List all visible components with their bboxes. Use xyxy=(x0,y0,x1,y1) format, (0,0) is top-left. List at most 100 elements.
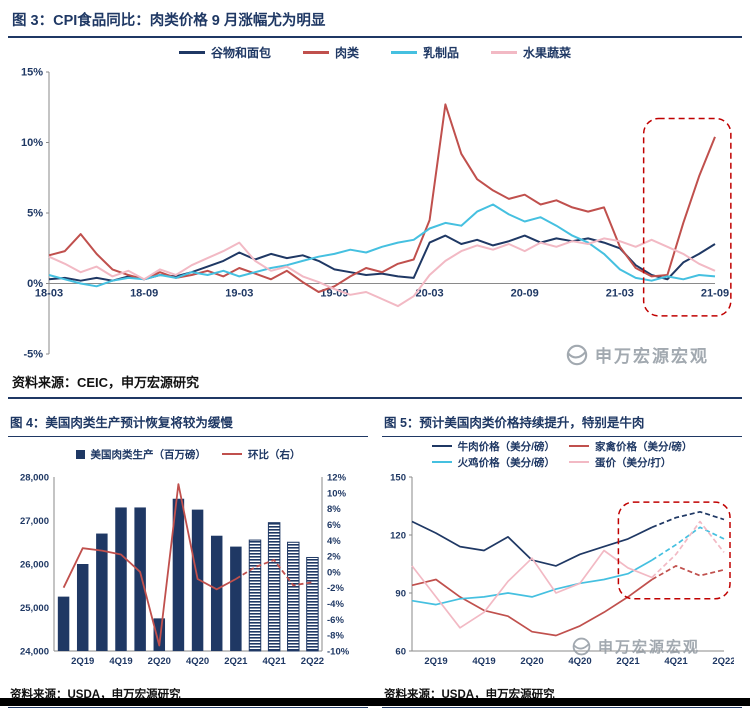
svg-text:4Q19: 4Q19 xyxy=(109,656,132,667)
svg-text:-8%: -8% xyxy=(327,631,344,642)
legend-label-qoq: 环比（右） xyxy=(248,448,301,461)
figure5-title: 图 5：预计美国肉类价格持续提升，特别是牛肉 xyxy=(384,416,645,430)
svg-text:0%: 0% xyxy=(27,278,43,290)
svg-text:2Q21: 2Q21 xyxy=(616,656,640,667)
legend-item-qoq: 环比（右） xyxy=(222,447,301,462)
sws-watermark: 申万宏源宏观 xyxy=(566,342,709,367)
legend-label-turkey: 火鸡价格（美分/磅） xyxy=(457,456,555,469)
svg-text:-4%: -4% xyxy=(327,599,344,610)
figure3-section: 图 3：CPI食品同比：肉类价格 9 月涨幅尤为明显 谷物和面包 肉类 乳制品 … xyxy=(0,13,750,399)
egg-line-marker-icon xyxy=(569,460,589,464)
qoq-line-marker-icon xyxy=(222,452,242,456)
legend-label-beef: 牛肉价格（美分/磅） xyxy=(457,440,555,453)
divider xyxy=(382,436,742,437)
svg-text:8%: 8% xyxy=(327,504,341,515)
legend-label-dairy: 乳制品 xyxy=(423,45,460,60)
divider xyxy=(8,436,368,437)
legend-item-meat: 肉类 xyxy=(302,44,359,61)
figure4-chart: 28,000 27,000 26,000 25,000 24,000 12% 10% 8% 6%… xyxy=(20,473,350,668)
svg-text:19-03: 19-03 xyxy=(225,288,253,300)
svg-text:25,000: 25,000 xyxy=(20,603,49,614)
sws-logo-icon xyxy=(566,344,588,365)
svg-text:21-09: 21-09 xyxy=(701,288,729,300)
legend-label-fruits: 水果蔬菜 xyxy=(523,45,572,60)
svg-text:150: 150 xyxy=(390,473,406,484)
svg-text:4Q21: 4Q21 xyxy=(664,656,688,667)
legend-item-beef: 牛肉价格（美分/磅） xyxy=(431,439,555,454)
svg-text:60: 60 xyxy=(395,647,406,658)
figure4-legend: 美国肉类生产（百万磅） 环比（右） xyxy=(8,437,368,469)
svg-text:-5%: -5% xyxy=(23,349,43,361)
page-footer-bar xyxy=(0,698,750,706)
svg-text:-2%: -2% xyxy=(327,583,344,594)
svg-text:4Q20: 4Q20 xyxy=(186,656,209,667)
svg-text:2%: 2% xyxy=(327,552,341,563)
legend-item-production: 美国肉类生产（百万磅） xyxy=(75,447,207,462)
figure5-panel: 图 5：预计美国肉类价格持续提升，特别是牛肉 牛肉价格（美分/磅） 家禽价格（美… xyxy=(382,409,742,708)
cereals-line-marker-icon xyxy=(178,50,205,54)
svg-text:4Q19: 4Q19 xyxy=(472,656,495,667)
production-bar-marker-icon xyxy=(75,449,85,459)
svg-text:90: 90 xyxy=(395,589,406,600)
svg-text:20-03: 20-03 xyxy=(416,288,444,300)
legend-item-fruits: 水果蔬菜 xyxy=(491,44,571,61)
figure4-title: 图 4：美国肉类生产预计恢复将较为缓慢 xyxy=(10,416,233,430)
svg-text:6%: 6% xyxy=(327,520,341,531)
svg-text:-6%: -6% xyxy=(327,615,344,626)
figure3-title: 图 3：CPI食品同比：肉类价格 9 月涨幅尤为明显 xyxy=(12,13,326,29)
svg-text:2Q22: 2Q22 xyxy=(301,656,324,667)
legend-item-dairy: 乳制品 xyxy=(391,44,459,61)
svg-text:18-03: 18-03 xyxy=(35,288,63,300)
legend-label-poultry: 家禽价格（美分/磅） xyxy=(595,440,693,453)
figure5-legend: 牛肉价格（美分/磅） 家禽价格（美分/磅） 火鸡价格（美分/磅） 蛋价（美分/打… xyxy=(382,437,742,469)
svg-text:-10%: -10% xyxy=(327,647,350,658)
svg-text:26,000: 26,000 xyxy=(20,560,49,571)
svg-text:20-09: 20-09 xyxy=(511,288,539,300)
dairy-line-marker-icon xyxy=(391,50,417,54)
svg-text:21-03: 21-03 xyxy=(606,288,634,300)
svg-text:27,000: 27,000 xyxy=(20,516,49,527)
svg-text:10%: 10% xyxy=(327,488,347,499)
svg-text:24,000: 24,000 xyxy=(20,647,49,658)
watermark-text: 申万宏源宏观 xyxy=(598,639,701,656)
divider xyxy=(8,707,368,708)
poultry-line-marker-icon xyxy=(569,444,589,448)
svg-text:15%: 15% xyxy=(21,67,43,79)
sws-watermark: 申万宏源宏观 xyxy=(572,636,700,657)
svg-text:12%: 12% xyxy=(327,473,347,484)
svg-text:4Q20: 4Q20 xyxy=(568,656,591,667)
figure3-chart: 15% 10% 5% 0% -5% 18-03 18-09 19-03 19-09 20-03 20… xyxy=(21,67,732,361)
watermark-text: 申万宏源宏观 xyxy=(595,347,709,366)
divider xyxy=(382,707,742,708)
svg-text:2Q20: 2Q20 xyxy=(148,656,171,667)
svg-text:18-09: 18-09 xyxy=(130,288,158,300)
legend-item-poultry: 家禽价格（美分/磅） xyxy=(569,439,692,454)
legend-item-egg: 蛋价（美分/打） xyxy=(569,455,692,470)
legend-item-turkey: 火鸡价格（美分/磅） xyxy=(431,455,555,470)
turkey-line-marker-icon xyxy=(431,460,452,464)
svg-text:2Q20: 2Q20 xyxy=(520,656,543,667)
svg-text:4Q21: 4Q21 xyxy=(263,656,287,667)
legend-label-meat: 肉类 xyxy=(334,45,359,60)
legend-label-egg: 蛋价（美分/打） xyxy=(595,456,672,469)
svg-text:28,000: 28,000 xyxy=(20,473,49,484)
svg-text:10%: 10% xyxy=(21,137,43,149)
legend-item-cereals: 谷物和面包 xyxy=(178,44,271,61)
figure3-source: 资料来源：CEIC，申万宏源研究 xyxy=(12,375,200,390)
divider xyxy=(8,397,742,399)
svg-text:19-09: 19-09 xyxy=(320,288,348,300)
bottom-figures-row: 图 4：美国肉类生产预计恢复将较为缓慢 美国肉类生产（百万磅） 环比（右） 28… xyxy=(0,399,750,708)
figure3-legend: 谷物和面包 肉类 乳制品 水果蔬菜 xyxy=(0,42,750,62)
svg-text:2Q19: 2Q19 xyxy=(424,656,447,667)
svg-text:2Q19: 2Q19 xyxy=(71,656,94,667)
divider xyxy=(8,36,742,38)
svg-text:120: 120 xyxy=(390,531,406,542)
figure4-panel: 图 4：美国肉类生产预计恢复将较为缓慢 美国肉类生产（百万磅） 环比（右） 28… xyxy=(8,409,368,708)
svg-text:4%: 4% xyxy=(327,536,341,547)
fruits-line-marker-icon xyxy=(491,50,518,54)
legend-label-cereals: 谷物和面包 xyxy=(210,45,271,60)
sws-logo-icon xyxy=(572,637,591,656)
svg-text:2Q22: 2Q22 xyxy=(712,656,734,667)
meat-line-marker-icon xyxy=(302,50,329,54)
legend-label-production: 美国肉类生产（百万磅） xyxy=(90,448,207,461)
